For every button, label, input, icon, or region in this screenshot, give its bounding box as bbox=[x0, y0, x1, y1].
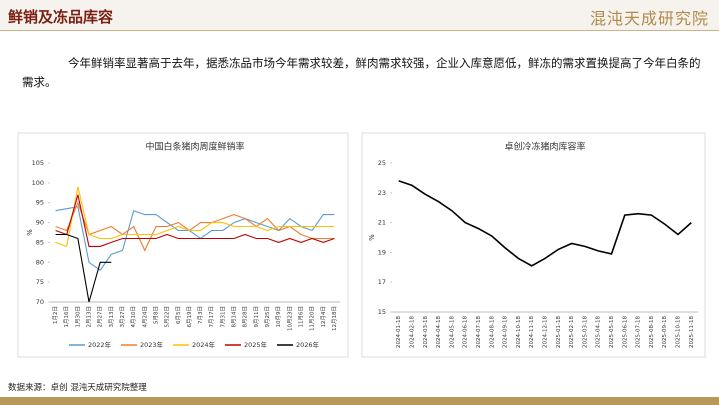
source-note: 数据来源：卓创 混沌天成研究院整理 bbox=[8, 383, 147, 393]
y-tick-label: 25 bbox=[378, 159, 386, 167]
x-tick-label: 12月18日 bbox=[331, 306, 338, 331]
brand: 混沌天成研究院 bbox=[589, 9, 709, 28]
x-tick-label: 2025-02-18 bbox=[569, 316, 575, 348]
x-tick-label: 10月9日 bbox=[275, 306, 282, 328]
legend-label: 2024年 bbox=[192, 340, 216, 349]
x-tick-label: 2025-10-18 bbox=[676, 316, 682, 348]
series-line bbox=[398, 180, 692, 267]
y-tick-label: 85 bbox=[36, 238, 44, 246]
y-tick-label: 21 bbox=[378, 219, 386, 227]
x-tick-label: 2025-08-18 bbox=[649, 316, 655, 348]
legend-label: 2025年 bbox=[244, 340, 268, 349]
series-line bbox=[55, 194, 335, 247]
x-tick-label: 9月25日 bbox=[264, 306, 271, 328]
x-tick-label: 10月23日 bbox=[286, 306, 293, 331]
x-tick-label: 2025-05-18 bbox=[609, 316, 615, 348]
legend-label: 2023年 bbox=[140, 340, 164, 349]
x-tick-label: 2025-07-18 bbox=[636, 316, 642, 348]
x-tick-label: 2月27日 bbox=[97, 306, 104, 328]
chart-panel bbox=[17, 132, 349, 358]
series-line bbox=[55, 186, 335, 248]
x-tick-label: 2月13日 bbox=[86, 306, 93, 328]
series-line bbox=[55, 206, 335, 271]
x-tick-label: 2024-10-18 bbox=[516, 316, 522, 348]
y-tick-label: 19 bbox=[378, 248, 386, 256]
paragraph: 今年鲜销率显著高于去年，据悉冻品市场今年需求较差，鲜肉需求较强，企业入库意愿低，… bbox=[22, 56, 701, 89]
footer-bar bbox=[0, 397, 719, 405]
x-tick-label: 2025-01-18 bbox=[556, 316, 562, 348]
x-tick-label: 2024-06-18 bbox=[463, 316, 469, 348]
x-tick-label: 2024-07-18 bbox=[476, 316, 482, 348]
x-tick-label: 2024-04-18 bbox=[436, 316, 442, 348]
page-title: 鲜销及冻品库容 bbox=[8, 8, 114, 26]
x-tick-label: 8月28日 bbox=[242, 306, 249, 328]
series-line bbox=[55, 233, 112, 303]
x-tick-label: 2025-11-18 bbox=[689, 316, 695, 348]
y-tick-label: 15 bbox=[378, 308, 386, 316]
x-tick-label: 1月30日 bbox=[74, 306, 81, 328]
x-tick-label: 7月17日 bbox=[208, 306, 215, 328]
x-tick-label: 2024-12-18 bbox=[543, 316, 549, 348]
y-axis-label: % bbox=[26, 229, 34, 236]
x-tick-label: 1月2日 bbox=[52, 306, 59, 324]
x-tick-label: 2024-02-18 bbox=[409, 316, 415, 348]
chart-title: 卓创冷冻猪肉库容率 bbox=[504, 141, 585, 153]
y-axis-label: % bbox=[368, 234, 376, 241]
y-tick-label: 105 bbox=[32, 159, 44, 167]
x-tick-label: 1月16日 bbox=[63, 306, 70, 328]
x-tick-label: 9月11日 bbox=[253, 306, 260, 328]
x-tick-label: 2024-08-18 bbox=[489, 316, 495, 348]
y-tick-label: 100 bbox=[32, 179, 44, 187]
chart-title: 中国白条猪肉周度鲜销率 bbox=[145, 141, 244, 153]
x-tick-label: 2025-04-18 bbox=[596, 316, 602, 348]
x-tick-label: 3月27日 bbox=[119, 306, 126, 328]
header: 鲜销及冻品库容 混沌天成研究院 bbox=[0, 0, 719, 31]
x-tick-label: 2024-03-18 bbox=[423, 316, 429, 348]
x-tick-label: 11月20日 bbox=[309, 306, 316, 331]
x-tick-label: 7月31日 bbox=[219, 306, 226, 328]
chart-panel bbox=[361, 132, 706, 358]
x-tick-label: 5月8日 bbox=[152, 306, 159, 324]
y-tick-label: 80 bbox=[36, 258, 44, 266]
x-tick-label: 2024-11-18 bbox=[529, 316, 535, 348]
x-tick-label: 4月10日 bbox=[130, 306, 137, 328]
x-tick-label: 6月19日 bbox=[186, 306, 193, 328]
x-tick-label: 2024-01-18 bbox=[396, 316, 402, 348]
x-tick-label: 8月14日 bbox=[231, 306, 238, 328]
series-line bbox=[55, 201, 335, 252]
x-tick-label: 4月24日 bbox=[141, 306, 148, 328]
x-tick-label: 12月4日 bbox=[320, 306, 327, 328]
x-tick-label: 2025-03-18 bbox=[582, 316, 588, 348]
legend-label: 2022年 bbox=[88, 340, 112, 349]
x-tick-label: 3月13日 bbox=[108, 306, 115, 328]
y-tick-label: 17 bbox=[378, 278, 386, 286]
x-tick-label: 2025-06-18 bbox=[622, 316, 628, 348]
x-tick-label: 11月6日 bbox=[297, 306, 304, 328]
y-tick-label: 23 bbox=[378, 189, 386, 197]
x-tick-label: 7月3日 bbox=[197, 306, 204, 324]
y-tick-label: 95 bbox=[36, 199, 44, 207]
x-tick-label: 2025-09-18 bbox=[662, 316, 668, 348]
y-tick-label: 75 bbox=[36, 278, 44, 286]
x-tick-label: 5月22日 bbox=[164, 306, 171, 328]
x-tick-label: 6月5日 bbox=[175, 306, 182, 324]
y-tick-label: 70 bbox=[36, 298, 44, 306]
x-tick-label: 2024-09-18 bbox=[503, 316, 509, 348]
y-tick-label: 90 bbox=[36, 219, 44, 227]
legend-label: 2026年 bbox=[296, 340, 320, 349]
x-tick-label: 2024-05-18 bbox=[449, 316, 455, 348]
